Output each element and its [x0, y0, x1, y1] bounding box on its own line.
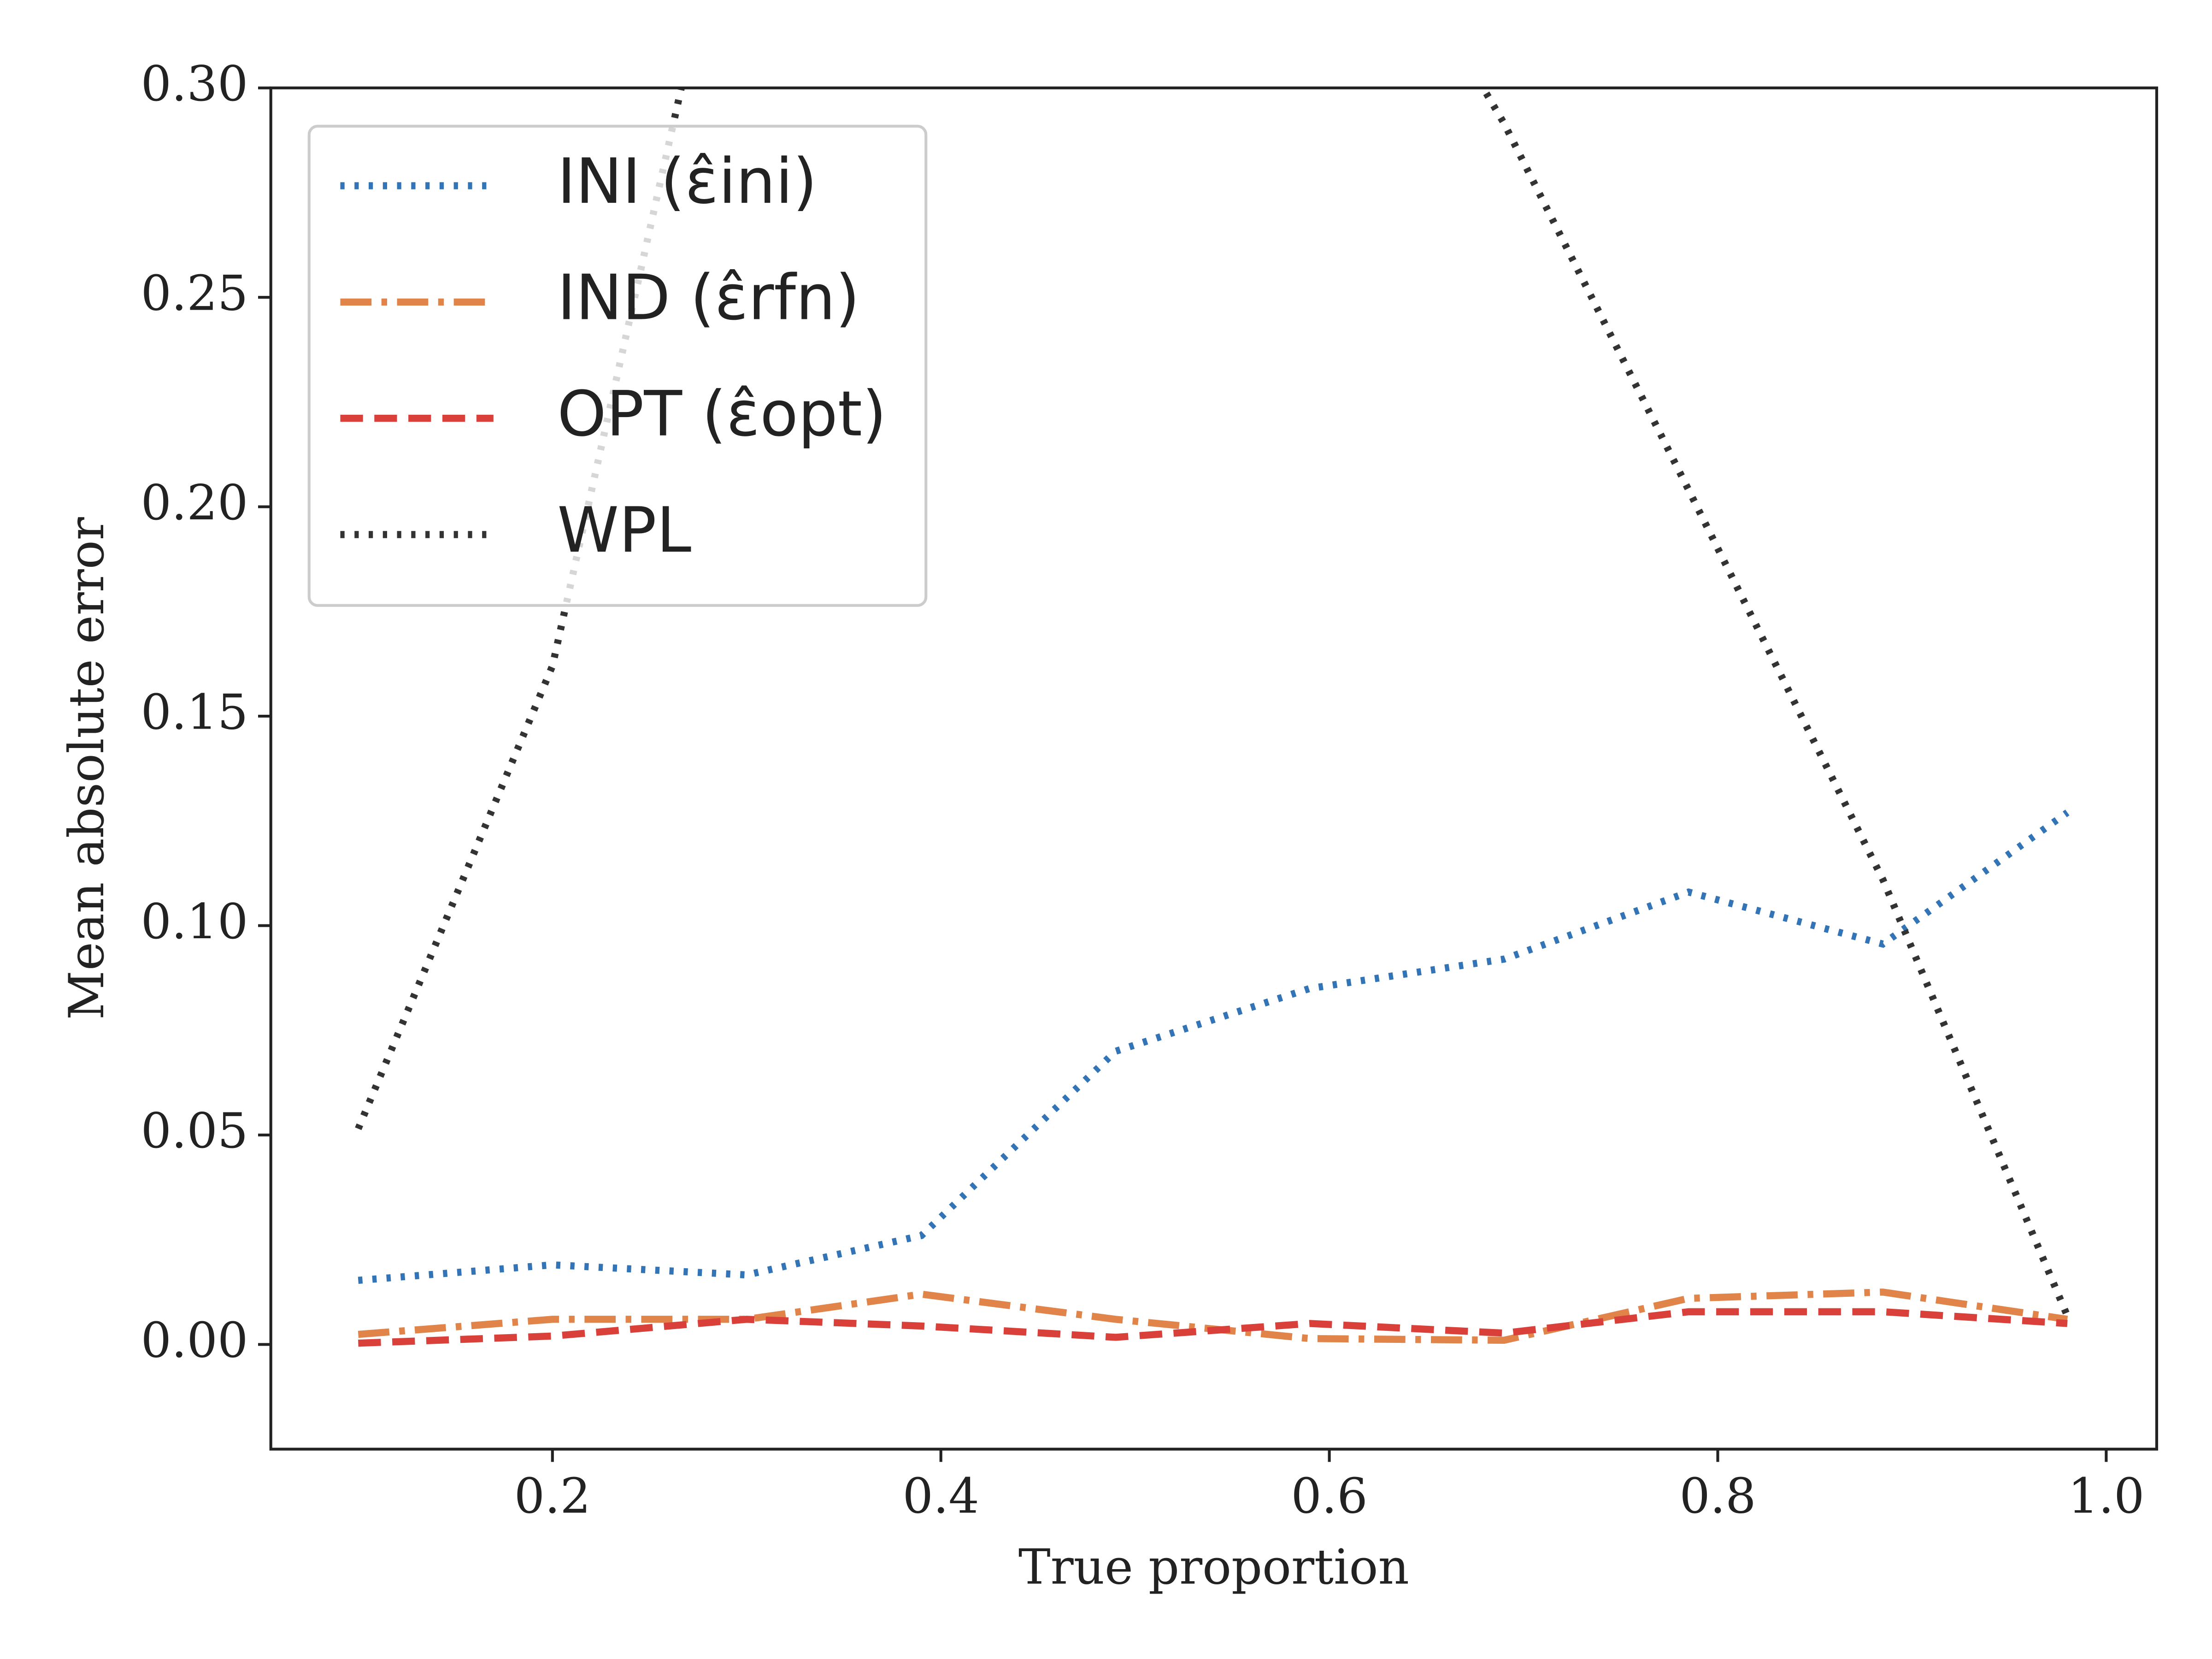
y-axis-label: Mean absolute error — [59, 517, 115, 1020]
x-tick-label: 0.8 — [1679, 1468, 1756, 1524]
y-tick-label: 0.25 — [141, 265, 248, 321]
legend-label: IND (ε̂rfn) — [557, 261, 859, 334]
x-axis-label: True proportion — [1018, 1539, 1409, 1595]
y-tick-label: 0.05 — [141, 1103, 248, 1159]
y-tick-label: 0.15 — [141, 684, 248, 740]
axes-frame — [269, 86, 2159, 1451]
legend-label: WPL — [557, 494, 691, 566]
plot-area — [355, 88, 2071, 1347]
series-line — [358, 809, 2070, 1284]
y-tick-label: 0.20 — [141, 475, 248, 531]
y-tick-label: 0.10 — [141, 894, 248, 950]
x-tick-label: 1.0 — [2068, 1468, 2144, 1524]
series-line — [358, 1308, 2068, 1347]
x-tick-label: 0.6 — [1291, 1468, 1367, 1524]
legend-label: INI (ε̂ini) — [557, 145, 817, 218]
legend-box — [307, 124, 928, 607]
x-tick-label: 0.2 — [514, 1468, 591, 1524]
x-tick-label: 0.4 — [903, 1468, 979, 1524]
y-tick-label: 0.30 — [141, 56, 248, 112]
y-tick-label: 0.00 — [141, 1312, 248, 1369]
legend-label: OPT (ε̂opt) — [557, 377, 887, 450]
